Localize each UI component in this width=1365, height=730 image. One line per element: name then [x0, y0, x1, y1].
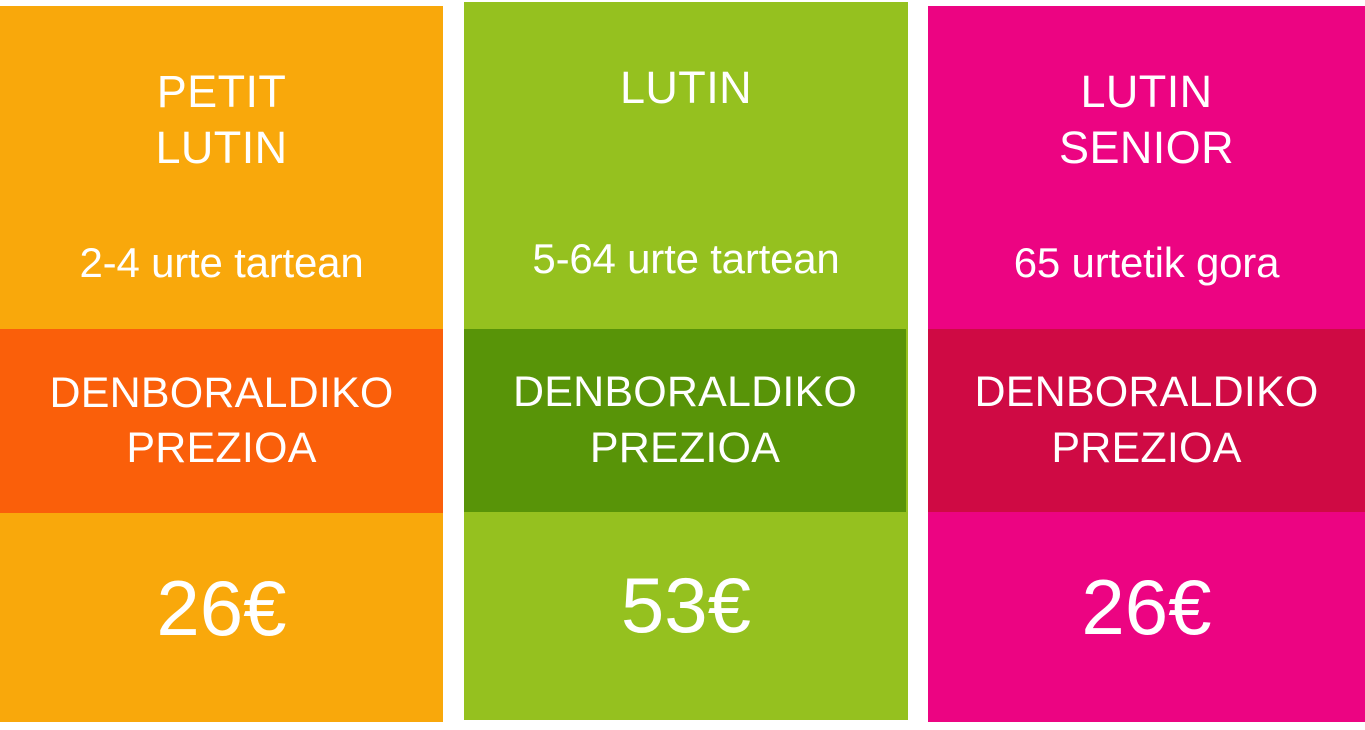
- card-age-range: 5-64 urte tartean: [532, 234, 840, 282]
- card-price-value: 26€: [156, 563, 287, 652]
- card-price-zone: 26€: [0, 513, 443, 722]
- season-price-label: DENBORALDIKO PREZIOA: [974, 368, 1319, 472]
- card-title: LUTIN SENIOR: [1059, 66, 1234, 173]
- card-price-zone: 26€: [928, 512, 1365, 722]
- card-header-zone: PETIT LUTIN 2-4 urte tartean: [0, 6, 443, 329]
- card-price-value: 26€: [1081, 563, 1212, 651]
- pricing-card-lutin-senior[interactable]: LUTIN SENIOR 65 urtetik gora DENBORALDIK…: [928, 0, 1365, 730]
- season-price-band: DENBORALDIKO PREZIOA: [0, 329, 443, 513]
- card-title: PETIT LUTIN: [155, 66, 288, 173]
- season-price-label: DENBORALDIKO PREZIOA: [512, 368, 858, 472]
- card-price-value: 53€: [620, 561, 752, 649]
- card-age-range: 65 urtetik gora: [1013, 238, 1280, 286]
- season-price-band: DENBORALDIKO PREZIOA: [464, 329, 906, 512]
- season-price-band: DENBORALDIKO PREZIOA: [928, 329, 1365, 512]
- season-price-label: DENBORALDIKO PREZIOA: [49, 368, 394, 472]
- card-header-zone: LUTIN SENIOR 65 urtetik gora: [928, 6, 1365, 329]
- card-title: LUTIN: [619, 62, 752, 113]
- pricing-card-body: LUTIN 5-64 urte tartean DENBORALDIKO PRE…: [464, 2, 908, 720]
- pricing-card-petit-lutin[interactable]: PETIT LUTIN 2-4 urte tartean DENBORALDIK…: [0, 0, 443, 730]
- card-age-range: 2-4 urte tartean: [79, 238, 364, 286]
- pricing-card-lutin[interactable]: LUTIN 5-64 urte tartean DENBORALDIKO PRE…: [464, 0, 908, 730]
- pricing-card-body: PETIT LUTIN 2-4 urte tartean DENBORALDIK…: [0, 6, 443, 722]
- card-header-zone: LUTIN 5-64 urte tartean: [464, 2, 908, 329]
- card-price-zone: 53€: [464, 512, 908, 720]
- pricing-card-body: LUTIN SENIOR 65 urtetik gora DENBORALDIK…: [928, 6, 1365, 722]
